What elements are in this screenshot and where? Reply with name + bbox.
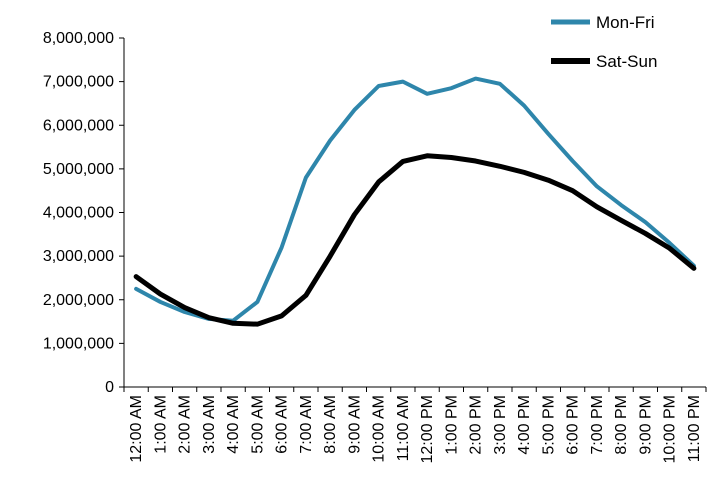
y-tick-label: 7,000,000 bbox=[43, 74, 114, 91]
x-tick-label: 2:00 AM bbox=[177, 395, 194, 454]
y-tick-label: 3,000,000 bbox=[43, 248, 114, 265]
x-tick-label: 4:00 AM bbox=[225, 395, 242, 454]
series-lines bbox=[133, 76, 697, 327]
x-tick-label: 8:00 PM bbox=[613, 395, 630, 455]
x-tick-label: 2:00 PM bbox=[468, 395, 485, 455]
y-tick-label: 6,000,000 bbox=[43, 117, 114, 134]
x-tick-label: 10:00 PM bbox=[662, 395, 679, 463]
x-tick-label: 5:00 AM bbox=[249, 395, 266, 454]
x-tick-label: 12:00 AM bbox=[128, 395, 145, 463]
y-tick-label: 8,000,000 bbox=[43, 30, 114, 47]
x-tick-label: 7:00 PM bbox=[589, 395, 606, 455]
x-tick-label: 5:00 PM bbox=[540, 395, 557, 455]
series-line-mon-fri bbox=[134, 76, 696, 323]
x-axis-ticks: 12:00 AM 1:00 AM 2:00 AM 3:00 AM 4:00 AM 5:00… bbox=[123, 387, 707, 463]
legend-label-mon-fri: Mon-Fri bbox=[596, 13, 655, 32]
x-tick-label: 6:00 AM bbox=[274, 395, 291, 454]
y-tick-label: 4,000,000 bbox=[43, 205, 114, 222]
x-tick-label: 9:00 PM bbox=[637, 395, 654, 455]
x-tick-label: 9:00 AM bbox=[346, 395, 363, 454]
axes bbox=[123, 38, 706, 388]
x-tick-label: 3:00 PM bbox=[492, 395, 509, 455]
x-tick-label: 10:00 AM bbox=[371, 395, 388, 463]
x-tick-label: 3:00 AM bbox=[201, 395, 218, 454]
y-tick-label: 1,000,000 bbox=[43, 335, 114, 352]
y-tick-label: 5,000,000 bbox=[43, 161, 114, 178]
x-tick-label: 1:00 AM bbox=[152, 395, 169, 454]
x-tick-label: 1:00 PM bbox=[443, 395, 460, 455]
x-tick-label: 11:00 AM bbox=[395, 395, 412, 461]
legend: Mon-Fri Sat-Sun bbox=[551, 13, 657, 71]
y-tick-label: 2,000,000 bbox=[43, 292, 114, 309]
x-tick-label: 11:00 PM bbox=[686, 395, 703, 462]
y-axis-ticks: 0 1,000,000 2,000,000 3,000,000 4,000,000 5,0… bbox=[43, 30, 124, 396]
x-tick-label: 6:00 PM bbox=[565, 395, 582, 455]
series-line-sat-sun bbox=[133, 153, 697, 327]
x-tick-label: 12:00 PM bbox=[419, 395, 436, 463]
x-tick-label: 8:00 AM bbox=[322, 395, 339, 454]
y-tick-label: 0 bbox=[105, 379, 114, 396]
x-tick-label: 4:00 PM bbox=[516, 395, 533, 455]
legend-label-sat-sun: Sat-Sun bbox=[596, 52, 657, 71]
x-tick-label: 7:00 AM bbox=[298, 395, 315, 454]
